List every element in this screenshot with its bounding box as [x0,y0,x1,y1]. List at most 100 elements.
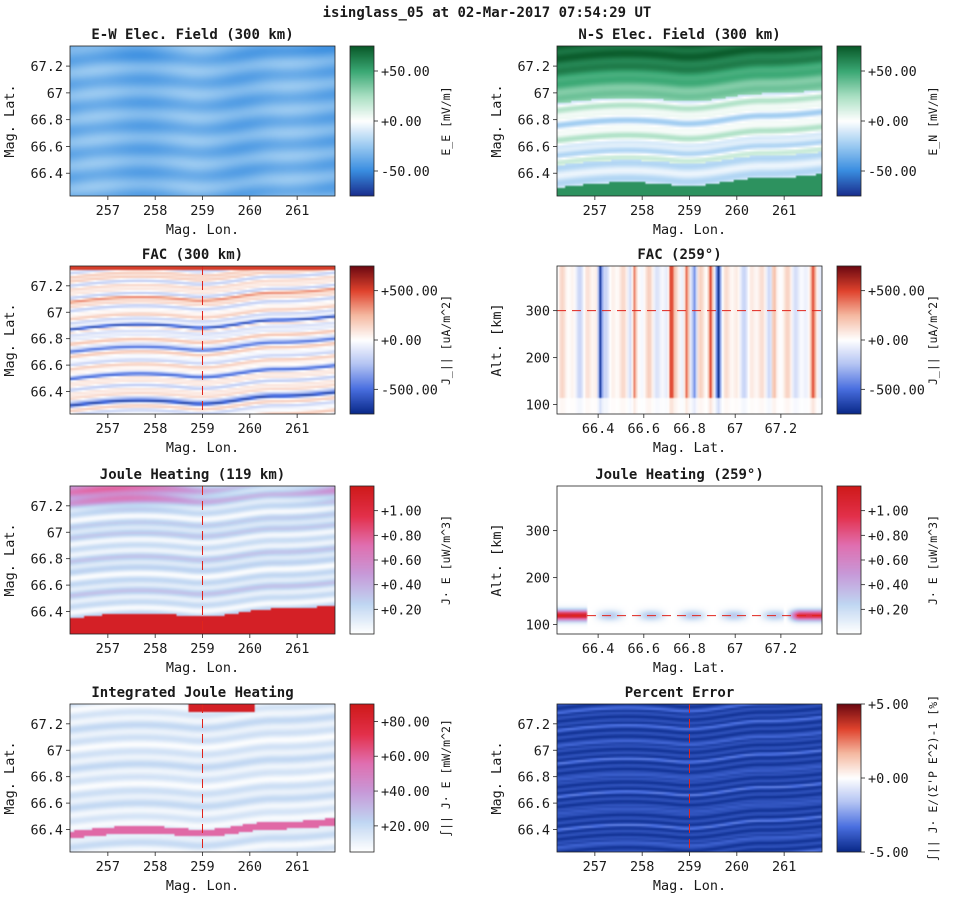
panel-title: FAC (300 km) [142,247,243,263]
y-tick-label: 66.8 [30,770,63,786]
colorbar-tick-label: +0.00 [868,771,909,787]
x-tick-label: 67 [727,641,743,657]
colorbar-tick-label: +500.00 [868,284,925,300]
colorbar-tick-label: +0.80 [381,528,422,544]
colorbar-tick-label: +5.00 [868,697,909,713]
y-tick-label: 66.8 [517,113,550,129]
y-axis-label: Mag. Lat. [2,84,18,157]
y-tick-label: 67.2 [30,279,63,295]
colorbar-tick-label: +50.00 [381,64,430,80]
y-tick-label: 67 [534,743,550,759]
x-tick-label: 261 [772,203,796,219]
panel-int_joule: 257 258 259 260 261 66.4 66.6 66.8 67 67.2 Integra… [2,685,453,894]
panel-joule_map: 257 258 259 260 261 66.4 66.6 66.8 67 67.2 Joule H… [2,467,453,676]
colorbar-tick-label: +0.40 [381,578,422,594]
x-tick-label: 260 [238,421,262,437]
y-axis-label: Mag. Lat. [2,303,18,376]
panel-fac_alt: 66.4 66.6 66.8 67 67.2 100 200 300 FAC (259°) Mag… [489,247,940,456]
panel-fac_map: 257 258 259 260 261 66.4 66.6 66.8 67 67.2 FAC (30… [2,247,453,456]
y-tick-label: 66.4 [30,605,63,621]
x-tick-label: 260 [725,203,749,219]
colorbar-tick-label: +60.00 [381,749,430,765]
colorbar-tick-label: +1.00 [381,504,422,520]
x-tick-label: 261 [285,203,309,219]
x-tick-label: 66.4 [582,641,615,657]
colorbar-tick-label: +0.80 [868,528,909,544]
panel-title: Integrated Joule Heating [91,685,293,701]
x-axis-label: Mag. Lon. [653,878,726,894]
heatmap-image [557,266,822,414]
x-tick-label: 257 [583,203,607,219]
y-tick-label: 66.4 [517,823,550,839]
y-tick-label: 67.2 [517,59,550,75]
x-tick-label: 258 [143,641,167,657]
colorbar-tick-label: +0.60 [381,553,422,569]
y-tick-label: 66.6 [30,578,63,594]
x-axis-label: Mag. Lon. [166,222,239,238]
colorbar-tick-label: +0.40 [868,578,909,594]
y-tick-label: 67 [47,305,63,321]
colorbar-tick-label: +0.00 [868,333,909,349]
y-tick-label: 66.8 [30,552,63,568]
colorbar-tick-label: +0.20 [868,602,909,618]
x-tick-label: 67 [727,421,743,437]
x-tick-label: 258 [143,421,167,437]
colorbar-frame [349,703,375,853]
colorbar-gradient [837,46,861,196]
x-tick-label: 66.6 [628,421,661,437]
x-tick-label: 261 [285,421,309,437]
heatmap-image [557,486,822,634]
colorbar-tick-label: -5.00 [868,845,909,861]
colorbar-tick-label: +0.20 [381,602,422,618]
colorbar-label: E_N [mV/m] [926,86,940,155]
y-tick-label: 66.4 [517,166,550,182]
panel-title: Joule Heating (259°) [595,467,764,483]
y-tick-label: 66.8 [30,113,63,129]
x-tick-label: 260 [238,641,262,657]
x-axis-label: Mag. Lon. [653,222,726,238]
colorbar-label: E_E [mV/m] [439,86,453,155]
x-tick-label: 258 [630,859,654,875]
colorbar-tick-label: +500.00 [381,284,438,300]
heatmap-image [557,46,822,196]
y-axis-label: Mag. Lat. [2,523,18,596]
colorbar-label: ∫|| J· E/(Σ'P E^2)-1 [%] [926,695,940,861]
y-tick-label: 67.2 [30,717,63,733]
x-axis-label: Mag. Lat. [653,660,726,676]
panel-title: Joule Heating (119 km) [100,467,285,483]
y-tick-label: 66.6 [30,139,63,155]
x-tick-label: 67.2 [765,421,798,437]
x-tick-label: 259 [677,859,701,875]
x-tick-label: 261 [285,641,309,657]
colorbar-tick-label: -500.00 [381,382,438,398]
y-tick-label: 300 [526,524,550,540]
colorbar-tick-label: -500.00 [868,382,925,398]
y-tick-label: 67.2 [30,59,63,75]
colorbar-label: J_|| [uA/m^2] [439,295,453,385]
x-tick-label: 257 [96,641,120,657]
x-tick-label: 66.8 [673,641,706,657]
x-tick-label: 258 [630,203,654,219]
x-axis-label: Mag. Lon. [166,660,239,676]
colorbar-label: J_|| [uA/m^2] [926,295,940,385]
colorbar-label: J· E [uW/m^3] [439,515,453,605]
colorbar-gradient [837,704,861,852]
colorbar-label: J· E [uW/m^3] [926,515,940,605]
colorbar-gradient [350,266,374,414]
y-tick-label: 66.4 [30,166,63,182]
panel-title: N-S Elec. Field (300 km) [578,27,780,43]
x-tick-label: 259 [190,859,214,875]
x-axis-label: Mag. Lon. [166,878,239,894]
x-tick-label: 67.2 [765,641,798,657]
colorbar-tick-label: +0.00 [868,114,909,130]
y-axis-label: Mag. Lat. [489,741,505,814]
y-tick-label: 66.6 [30,358,63,374]
colorbar-gradient [350,704,374,852]
x-tick-label: 260 [725,859,749,875]
x-tick-label: 258 [143,859,167,875]
panel-title: E-W Elec. Field (300 km) [91,27,293,43]
colorbar-tick-label: -50.00 [381,164,430,180]
colorbar-gradient [350,46,374,196]
y-tick-label: 66.8 [517,770,550,786]
colorbar-tick-label: +0.60 [868,553,909,569]
